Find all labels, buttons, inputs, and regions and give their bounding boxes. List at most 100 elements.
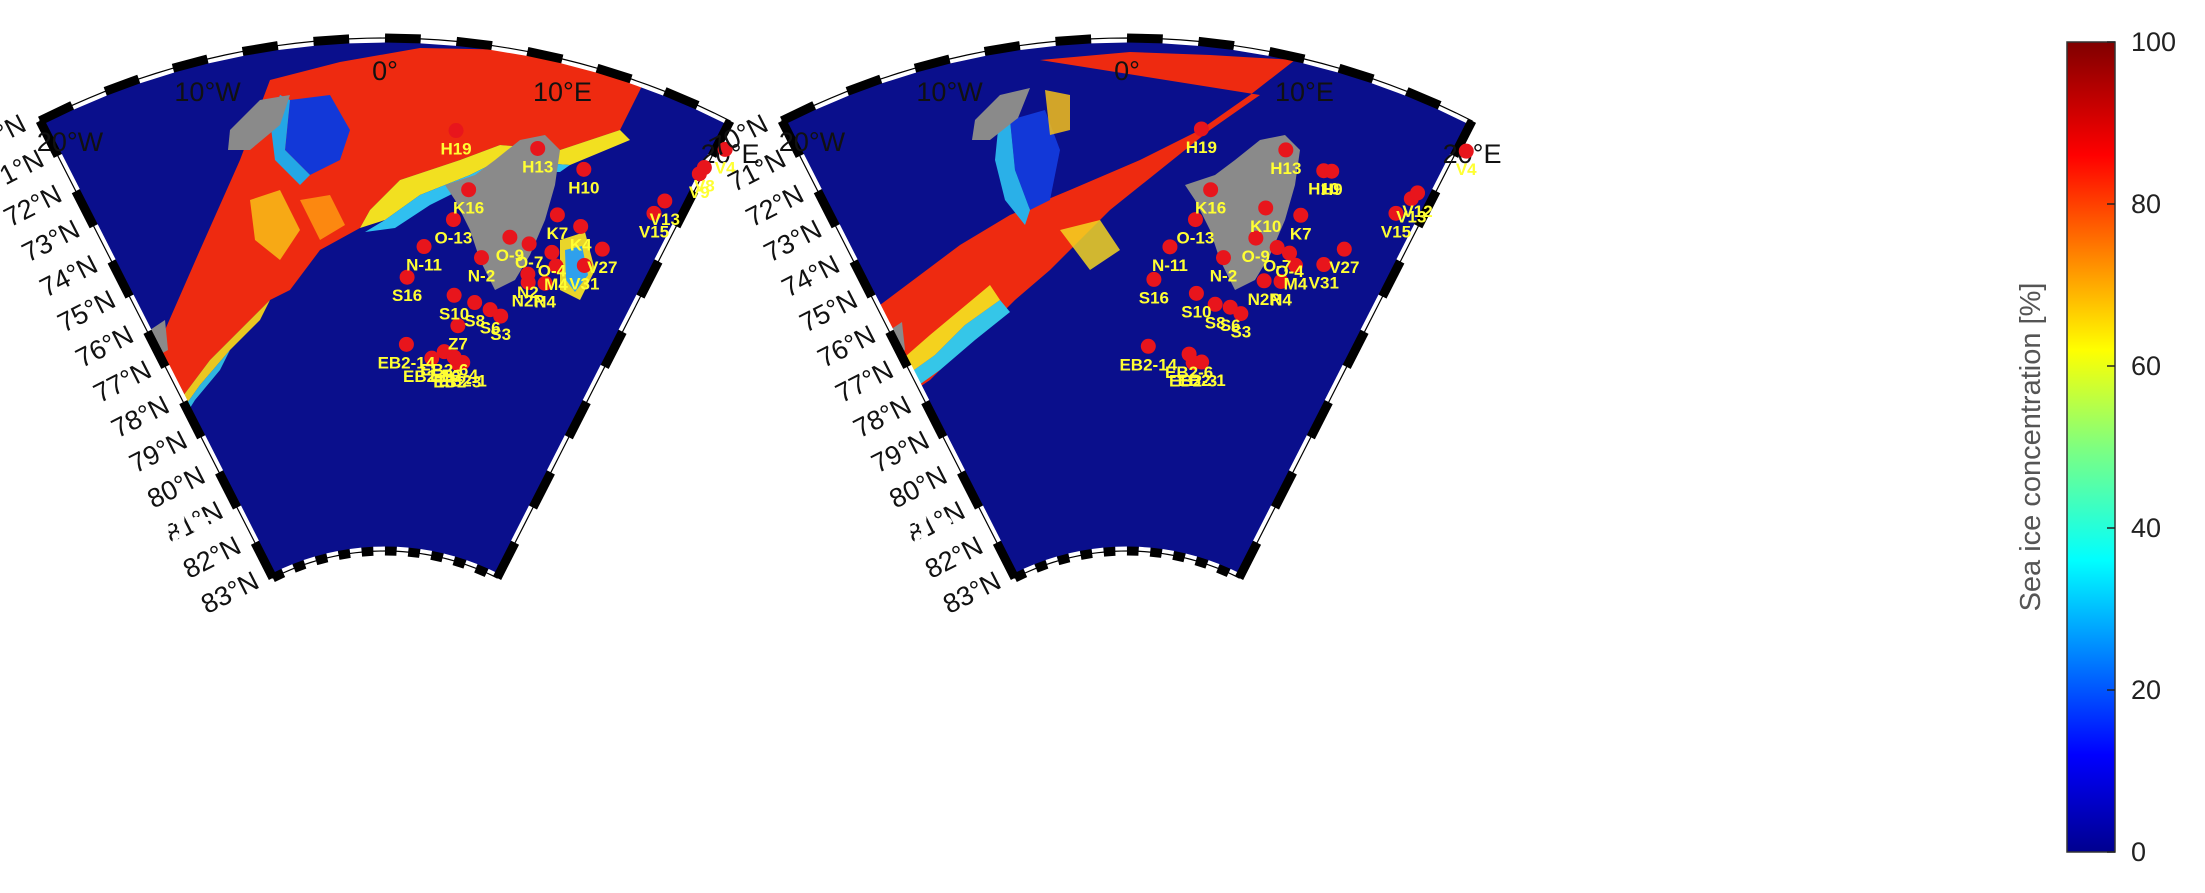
station-marker-o-7 bbox=[1269, 240, 1285, 256]
station-marker-v13 bbox=[657, 193, 673, 209]
station-label: V31 bbox=[1309, 274, 1339, 293]
colorbar-tick-label: 80 bbox=[2131, 189, 2161, 219]
colorbar-tick-label: 20 bbox=[2131, 675, 2161, 705]
station-label: N4 bbox=[534, 292, 556, 311]
station-label: EB2-1 bbox=[1178, 371, 1226, 390]
ocean-area bbox=[39, 38, 731, 578]
station-label: V4 bbox=[1456, 160, 1477, 179]
colorbar: 0 20 40 60 80 100 Sea ice concentration [%] bbox=[2015, 27, 2176, 867]
station-label: V31 bbox=[569, 274, 599, 293]
station-label: O-9 bbox=[1242, 247, 1270, 266]
station-label: EB2-3 bbox=[433, 373, 481, 392]
station-label: K4 bbox=[570, 235, 592, 254]
station-label: N2P bbox=[1248, 290, 1281, 309]
station-label: EB2-14 bbox=[1119, 355, 1177, 374]
station-label: O-7 bbox=[1263, 257, 1291, 276]
sea-ice-field bbox=[70, 48, 650, 548]
station-marker-v31 bbox=[1316, 257, 1332, 273]
longitude-label: 20°W bbox=[37, 127, 104, 157]
station-marker-s16 bbox=[1146, 271, 1162, 287]
station-marker-v8 bbox=[696, 160, 712, 176]
station-marker-k4 bbox=[573, 218, 589, 234]
map-panel-2015: 70°N71°N72°N73°N74°N75°N76°N77°N78°N79°N… bbox=[0, 33, 760, 620]
station-marker-s10 bbox=[1188, 285, 1204, 301]
station-label: S8 bbox=[1205, 313, 1226, 332]
station-marker-s8 bbox=[467, 295, 483, 311]
colorbar-tick-label: 0 bbox=[2131, 837, 2146, 867]
station-label: K16 bbox=[1195, 199, 1226, 218]
frame-outline bbox=[39, 37, 731, 579]
station-marker-k7 bbox=[1293, 207, 1309, 223]
station-label: S8 bbox=[464, 312, 485, 331]
map-frame bbox=[777, 33, 1477, 582]
station-label: K7 bbox=[547, 224, 569, 243]
station-marker-v27 bbox=[1336, 241, 1352, 257]
station-label: O-13 bbox=[435, 229, 473, 248]
map-frame bbox=[35, 33, 735, 582]
station-label: EB2-1 bbox=[439, 372, 487, 391]
station-label: V15 bbox=[1381, 222, 1411, 241]
station-marker-o-9 bbox=[502, 229, 518, 245]
longitude-labels: 20°W10°W0°10°E20°E bbox=[779, 56, 1502, 169]
station-marker-s16 bbox=[399, 269, 415, 285]
station-marker-s8 bbox=[1207, 296, 1223, 312]
station-label: EB2-6 bbox=[1165, 363, 1213, 382]
station-label: V13 bbox=[1396, 208, 1426, 227]
station-label: H9 bbox=[1321, 180, 1343, 199]
station-marker-o-4 bbox=[1281, 245, 1297, 261]
station-label: M4 bbox=[544, 275, 568, 294]
station-label: N2P bbox=[512, 291, 545, 310]
station-label: EB2-14 bbox=[378, 353, 436, 372]
station-marker-m4 bbox=[548, 258, 564, 274]
station-marker-v27 bbox=[594, 241, 610, 257]
station-label: V8 bbox=[694, 177, 715, 196]
station-label: N4 bbox=[1270, 290, 1292, 309]
station-marker-o-9 bbox=[1248, 230, 1264, 246]
station-label: EB2-10 bbox=[403, 367, 461, 386]
station-marker-s6 bbox=[482, 302, 498, 318]
station-marker-h10 bbox=[576, 161, 592, 177]
station-label: EB2-6 bbox=[420, 361, 468, 380]
station-marker-k7 bbox=[549, 207, 565, 223]
station-label: H19 bbox=[1186, 138, 1217, 157]
station-marker-v15 bbox=[646, 205, 662, 221]
station-label: H10 bbox=[1308, 180, 1339, 199]
year-label: 2016 bbox=[870, 510, 955, 552]
ocean-area bbox=[781, 38, 1473, 578]
station-label: N-2 bbox=[1210, 267, 1237, 286]
station-label: V27 bbox=[1329, 258, 1359, 277]
station-label: O-7 bbox=[515, 253, 543, 272]
station-label: S3 bbox=[1230, 323, 1251, 342]
colorbar-gradient bbox=[2066, 41, 2116, 853]
station-marker-h9 bbox=[1324, 163, 1340, 179]
station-label: N-2 bbox=[468, 267, 495, 286]
station-label: N-11 bbox=[406, 256, 442, 275]
station-marker-m4 bbox=[1287, 257, 1303, 273]
longitude-label: 10°E bbox=[533, 77, 592, 107]
station-label: EB2-3 bbox=[1169, 372, 1217, 391]
sea-ice-field bbox=[781, 52, 1295, 400]
station-label: H13 bbox=[1270, 159, 1301, 178]
longitude-label: 10°W bbox=[174, 77, 241, 107]
station-marker-k16 bbox=[461, 182, 477, 198]
station-label: K10 bbox=[1250, 217, 1281, 236]
station-marker-eb2-6 bbox=[1181, 346, 1197, 362]
station-label: O-9 bbox=[496, 246, 524, 265]
station-label: O-4 bbox=[538, 261, 567, 280]
longitude-labels: 20°W10°W0°10°E20°E bbox=[37, 56, 760, 169]
longitude-label: 20°W bbox=[779, 127, 846, 157]
station-label: Z7 bbox=[448, 335, 468, 354]
station-label: K16 bbox=[453, 199, 484, 218]
colorbar-tick-label: 100 bbox=[2131, 27, 2176, 57]
station-label: V15 bbox=[639, 222, 669, 241]
station-marker-v15 bbox=[1388, 205, 1404, 221]
station-marker-k16 bbox=[1203, 182, 1219, 198]
station-marker-h13 bbox=[1278, 142, 1294, 158]
station-marker-n-11 bbox=[416, 239, 432, 255]
station-marker-n-11 bbox=[1162, 239, 1178, 255]
colorbar-tick-label: 60 bbox=[2131, 351, 2161, 381]
station-label: S10 bbox=[1181, 302, 1211, 321]
station-marker-s10 bbox=[446, 287, 462, 303]
